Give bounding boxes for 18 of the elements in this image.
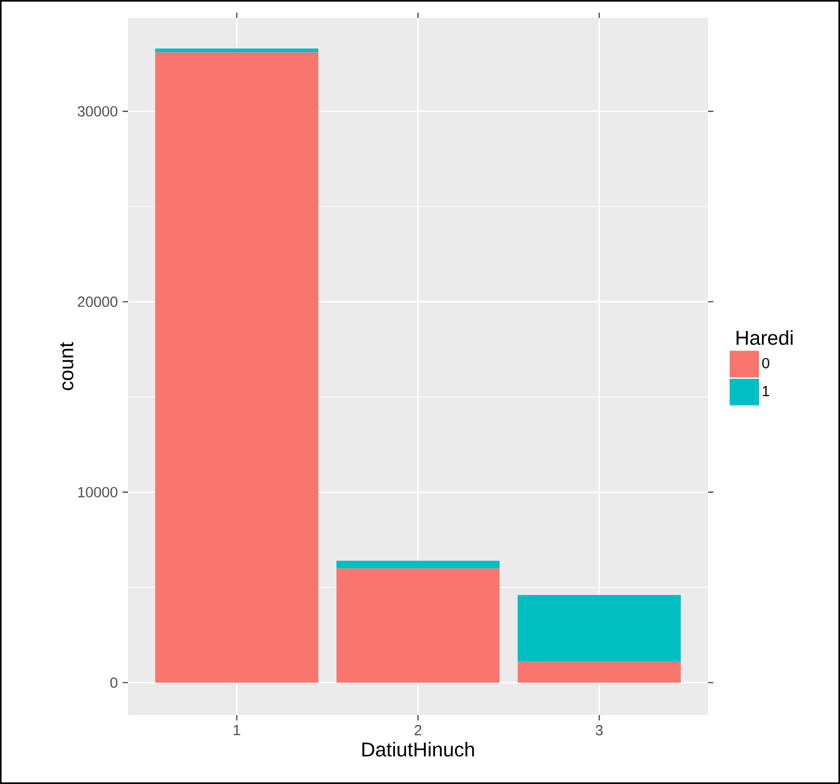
legend-label: 1 <box>762 386 770 396</box>
x-axis-title: DatiutHinuch <box>362 742 474 757</box>
y-tick-label: 10000 <box>78 487 118 498</box>
bar <box>155 52 318 683</box>
bar <box>336 568 500 683</box>
legend-title: Haredi <box>736 330 793 345</box>
bar <box>155 48 318 52</box>
y-tick-label: 0 <box>110 677 118 688</box>
bar <box>518 662 681 683</box>
y-axis-title: count <box>60 342 74 390</box>
x-tick-label: 1 <box>234 725 240 736</box>
x-tick-label: 3 <box>596 725 603 736</box>
bar <box>336 560 500 568</box>
bar <box>518 595 681 662</box>
y-tick-label: 20000 <box>78 296 118 307</box>
x-tick-label: 2 <box>414 725 422 736</box>
y-tick-label: 30000 <box>78 106 118 116</box>
legend-label: 0 <box>762 358 770 368</box>
